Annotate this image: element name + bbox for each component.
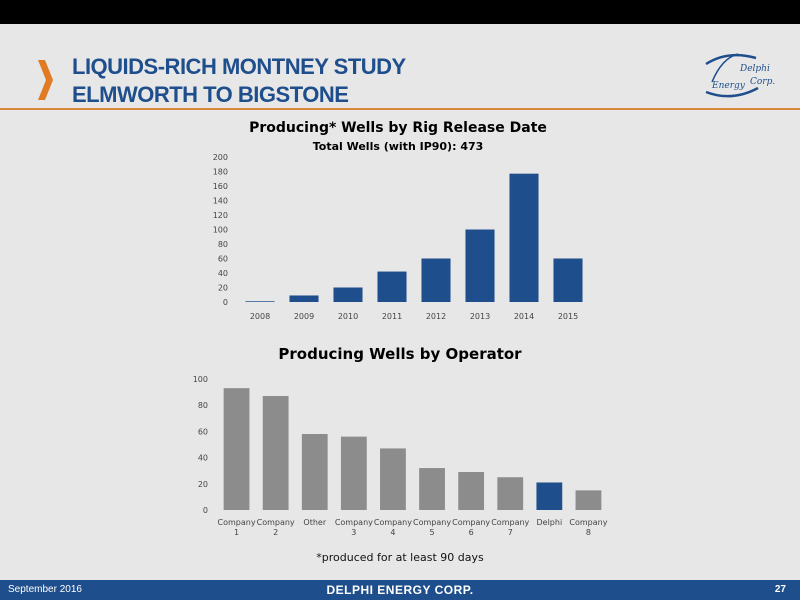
x-tick-label: Company: [413, 518, 451, 527]
x-tick-label: Company: [569, 518, 607, 527]
y-tick-label: 60: [198, 427, 208, 436]
svg-text:Corp.: Corp.: [750, 77, 775, 87]
x-tick-label: Other: [303, 518, 326, 527]
delphi-logo: Delphi Energy Corp.: [705, 53, 775, 98]
x-tick-label: 2015: [558, 312, 578, 321]
y-tick-label: 40: [218, 269, 228, 278]
bar: [262, 396, 289, 510]
bar: [553, 258, 583, 302]
x-tick-label: 2013: [470, 312, 490, 321]
svg-text:Energy: Energy: [711, 81, 746, 91]
x-tick-label: 5: [430, 528, 435, 537]
y-tick-label: 0: [203, 506, 208, 515]
x-tick-label: 7: [508, 528, 513, 537]
slide-header: [0, 24, 800, 110]
x-tick-label: Company: [218, 518, 256, 527]
bar: [245, 301, 275, 302]
x-tick-label: 4: [390, 528, 395, 537]
x-tick-label: Company: [452, 518, 490, 527]
chart-title: Producing* Wells by Rig Release Date: [249, 120, 547, 136]
bar: [421, 258, 451, 302]
bar: [575, 490, 602, 510]
y-tick-label: 60: [218, 255, 228, 264]
top-black-bar: [0, 0, 800, 24]
bar: [497, 477, 524, 510]
footer-date: September 2016: [8, 584, 82, 595]
y-tick-label: 180: [213, 168, 228, 177]
chevron-icon: [38, 60, 53, 100]
y-tick-label: 200: [213, 153, 228, 162]
y-tick-label: 80: [198, 401, 208, 410]
x-tick-label: Company: [257, 518, 295, 527]
x-tick-label: 3: [351, 528, 356, 537]
y-tick-label: 80: [218, 240, 228, 249]
svg-text:Delphi: Delphi: [739, 64, 770, 74]
y-tick-label: 20: [218, 284, 228, 293]
x-tick-label: Company: [335, 518, 373, 527]
footer-brand: DELPHI ENERGY CORP.: [326, 583, 474, 597]
x-tick-label: Company: [491, 518, 529, 527]
x-tick-label: 2014: [514, 312, 534, 321]
y-tick-label: 100: [193, 375, 208, 384]
chart-title: Producing Wells by Operator: [278, 345, 522, 363]
bar: [223, 388, 250, 510]
footer-bar: September 2016 DELPHI ENERGY CORP. 27: [0, 580, 800, 600]
y-tick-label: 100: [213, 226, 228, 235]
rig-release-chart: Producing* Wells by Rig Release Date Tot…: [213, 120, 583, 321]
x-tick-label: 1: [234, 528, 239, 537]
y-tick-label: 160: [213, 182, 228, 191]
header-rule: [0, 108, 800, 110]
bar: [536, 482, 563, 510]
x-tick-label: 8: [586, 528, 591, 537]
x-tick-label: 2: [273, 528, 278, 537]
bar: [301, 434, 328, 510]
x-tick-label: Company: [374, 518, 412, 527]
x-tick-label: 2012: [426, 312, 446, 321]
bar: [419, 468, 445, 510]
y-tick-label: 140: [213, 197, 228, 206]
footnote: *produced for at least 90 days: [316, 551, 484, 564]
y-tick-label: 40: [198, 454, 208, 463]
slide-title-line-2: ELMWORTH TO BIGSTONE: [72, 82, 349, 107]
y-tick-label: 0: [223, 298, 228, 307]
chart-subtitle: Total Wells (with IP90): 473: [313, 140, 484, 153]
bar: [289, 295, 319, 302]
bar: [465, 229, 495, 302]
x-tick-label: 2009: [294, 312, 314, 321]
y-tick-label: 20: [198, 480, 208, 489]
bar: [380, 448, 406, 510]
bar: [458, 472, 485, 510]
page-number: 27: [774, 584, 786, 595]
x-tick-label: 6: [469, 528, 474, 537]
x-tick-label: Delphi: [537, 518, 563, 527]
y-tick-label: 120: [213, 211, 228, 220]
x-tick-label: 2008: [250, 312, 270, 321]
x-tick-label: 2010: [338, 312, 358, 321]
bar: [333, 287, 363, 302]
slide-title-line-1: LIQUIDS-RICH MONTNEY STUDY: [72, 54, 406, 79]
bar: [509, 173, 539, 302]
x-tick-label: 2011: [382, 312, 402, 321]
operator-chart: Producing Wells by Operator 0 20 40 60 80 100…: [193, 345, 608, 537]
bar: [377, 271, 407, 302]
bar: [340, 436, 367, 510]
